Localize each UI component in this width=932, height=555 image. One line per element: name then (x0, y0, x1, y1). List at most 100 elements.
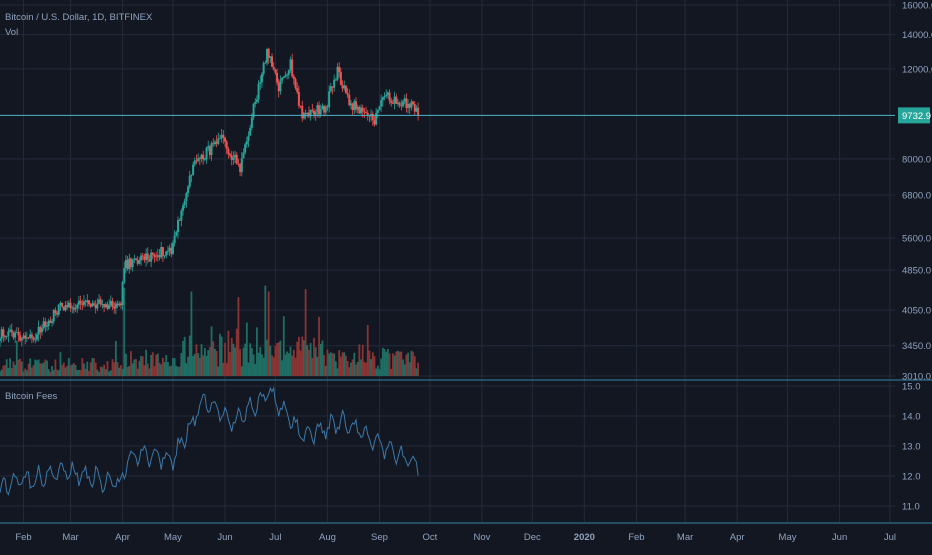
volume-bar (36, 360, 38, 376)
volume-bar (316, 356, 319, 376)
price-candle (203, 157, 206, 162)
volume-bar (126, 366, 129, 376)
volume-bar (250, 348, 253, 376)
volume-bar (89, 362, 92, 376)
last-price-label: 9732.9 (902, 111, 931, 122)
volume-bar (17, 359, 20, 376)
price-candle (262, 61, 265, 77)
price-candle (0, 337, 1, 348)
price-candle (86, 294, 89, 307)
price-candle (166, 246, 169, 256)
volume-bar (398, 351, 401, 376)
volume-bar (71, 364, 74, 376)
price-candle (331, 86, 334, 95)
volume-bar (113, 362, 116, 376)
price-candle (37, 320, 40, 342)
price-candle (375, 107, 378, 126)
volume-bar (123, 287, 126, 376)
volume-bar (62, 362, 65, 376)
price-candle (227, 146, 230, 159)
volume-bar (361, 344, 364, 376)
volume-bar (84, 368, 87, 376)
price-candle (271, 53, 274, 68)
price-candle (373, 116, 376, 127)
volume-bar (79, 370, 82, 376)
price-candle (336, 63, 339, 82)
volume-bar (261, 354, 263, 376)
price-candle (348, 89, 351, 107)
volume-bar (412, 351, 414, 376)
volume-bar (118, 367, 121, 376)
volume-bar (356, 361, 359, 376)
price-candle (339, 67, 342, 86)
fees-axis-label: 14.0 (902, 412, 921, 423)
volume-bar (207, 350, 210, 376)
volume-bar (237, 297, 240, 376)
price-candle (135, 257, 138, 261)
price-candle (403, 94, 406, 105)
price-candle (292, 74, 295, 85)
price-candle (207, 140, 210, 152)
price-candle (281, 77, 284, 84)
volume-bar (128, 366, 131, 376)
price-candle (296, 82, 299, 95)
volume-bar (200, 344, 203, 376)
fees-label[interactable]: Bitcoin Fees (5, 391, 58, 402)
symbol-title[interactable]: Bitcoin / U.S. Dollar, 1D, BITFINEX (5, 12, 153, 23)
volume-bar (130, 351, 132, 376)
price-candle (215, 135, 218, 148)
volume-bar (222, 362, 225, 376)
price-candle (393, 91, 396, 110)
price-candle (109, 295, 112, 308)
price-candle (173, 230, 176, 247)
volume-bar (131, 363, 134, 376)
volume-bar (242, 347, 245, 376)
price-candle (66, 300, 69, 310)
price-candle (197, 153, 200, 163)
price-candle (301, 100, 304, 122)
price-candle (297, 85, 300, 109)
time-axis-label: Apr (115, 532, 130, 543)
volume-bar (272, 357, 275, 376)
volume-bars (0, 285, 420, 376)
volume-bar (373, 356, 376, 376)
price-candle (188, 170, 191, 189)
price-candle (242, 148, 245, 159)
volume-bar (395, 351, 398, 376)
price-candle (143, 253, 146, 263)
price-candle (218, 134, 221, 140)
volume-bar (0, 369, 3, 376)
price-candle (99, 296, 102, 308)
price-candle (71, 305, 74, 314)
volume-bar (64, 367, 67, 376)
volume-bar (240, 366, 243, 376)
price-candle (35, 332, 38, 342)
volume-bar (170, 365, 173, 376)
volume-bar (66, 365, 69, 376)
volume-bar (311, 357, 314, 376)
price-candle (9, 325, 12, 333)
price-candle (334, 77, 337, 81)
price-candle (40, 324, 43, 336)
price-candle (57, 303, 60, 317)
price-candle (396, 98, 399, 107)
volume-bar (239, 349, 242, 376)
price-candle (87, 299, 90, 307)
price-candle (329, 83, 332, 93)
volume-bar (108, 371, 111, 376)
volume-bar (54, 359, 57, 376)
volume-bar (341, 352, 344, 376)
volume-bar (306, 345, 309, 376)
price-candle (328, 85, 331, 113)
volume-bar (208, 347, 211, 376)
price-candle (356, 104, 359, 114)
volume-bar (321, 340, 324, 376)
volume-bar (375, 368, 378, 376)
price-candle (30, 331, 33, 344)
volume-bar (279, 340, 282, 376)
volume-bar (180, 353, 183, 376)
volume-bar (67, 358, 70, 376)
volume-label[interactable]: Vol (5, 27, 19, 38)
